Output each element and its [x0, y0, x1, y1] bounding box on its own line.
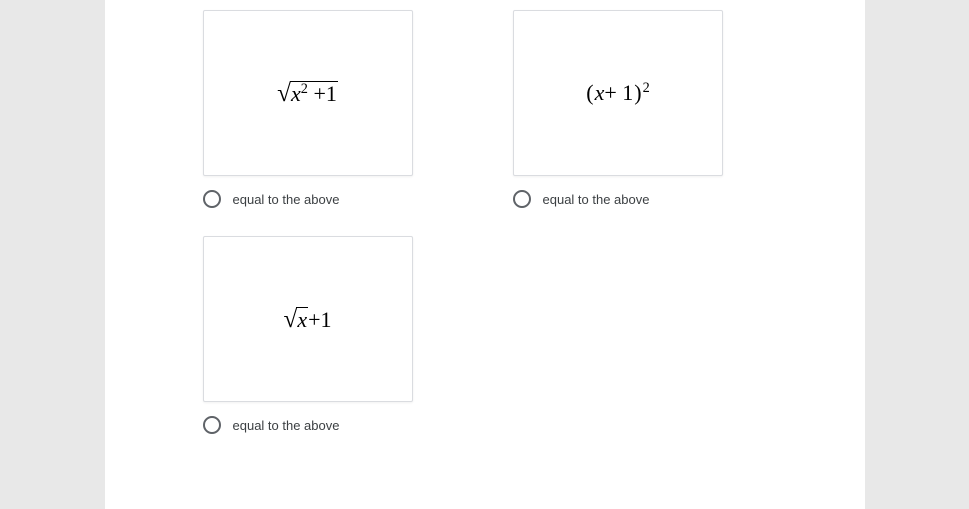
option-a-radio[interactable] [203, 190, 221, 208]
radical-icon: √ [277, 79, 291, 108]
option-c-card[interactable]: √ x +1 [203, 236, 413, 402]
option-a-radicand: x2 +1 [290, 81, 338, 105]
radical-icon: √ [283, 305, 297, 334]
options-grid: √ x2 +1 equal to the above (x + 1)2 e [105, 10, 865, 434]
option-c: √ x +1 equal to the above [175, 236, 455, 434]
option-a-label: equal to the above [233, 192, 340, 207]
option-b-radio[interactable] [513, 190, 531, 208]
option-b-expression: (x + 1)2 [585, 80, 650, 106]
option-a-card[interactable]: √ x2 +1 [203, 10, 413, 176]
option-a-radio-row: equal to the above [203, 190, 455, 208]
option-b-card[interactable]: (x + 1)2 [513, 10, 723, 176]
option-c-radio-row: equal to the above [203, 416, 455, 434]
plus-one: + 1 [604, 80, 633, 106]
option-b-label: equal to the above [543, 192, 650, 207]
option-b-radio-row: equal to the above [513, 190, 765, 208]
plus-one: +1 [308, 307, 331, 333]
lparen: ( [585, 80, 594, 106]
option-c-radio[interactable] [203, 416, 221, 434]
option-a: √ x2 +1 equal to the above [175, 10, 455, 208]
variable-x: x [297, 307, 307, 332]
option-a-expression: √ x2 +1 [277, 79, 338, 108]
variable-x: x [291, 81, 301, 106]
option-c-expression: √ x +1 [283, 305, 331, 334]
option-b: (x + 1)2 equal to the above [485, 10, 765, 208]
variable-x: x [595, 80, 605, 106]
quiz-page: √ x2 +1 equal to the above (x + 1)2 e [105, 0, 865, 509]
exponent-2: 2 [301, 81, 308, 97]
option-c-radicand: x [296, 307, 308, 331]
rparen: ) [633, 80, 642, 106]
exponent-2: 2 [643, 80, 650, 97]
option-c-label: equal to the above [233, 418, 340, 433]
plus-one: +1 [308, 81, 337, 106]
